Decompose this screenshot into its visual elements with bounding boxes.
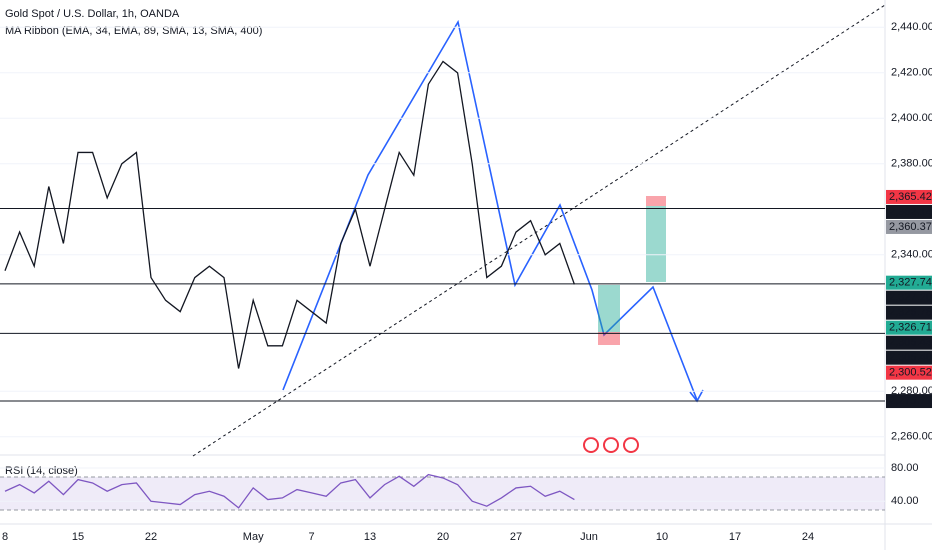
price-label: 2,360.375 <box>889 221 932 233</box>
x-tick-label: 27 <box>510 531 522 543</box>
y-tick-label: 2,260.000 <box>891 431 932 443</box>
price-label: 2,327.745 <box>889 277 932 289</box>
x-tick-label: 17 <box>729 531 741 543</box>
y-tick-label: 40.00 <box>891 495 919 507</box>
price-label: 2,305.409 <box>889 352 932 364</box>
x-tick-label: 13 <box>364 531 376 543</box>
x-tick-label: 7 <box>309 531 315 543</box>
event-icon[interactable] <box>623 437 639 453</box>
target-zone <box>646 206 666 282</box>
price-label: 2,275.717 <box>889 395 932 407</box>
event-icon[interactable] <box>583 437 599 453</box>
price-label: 2,300.522 <box>889 367 932 379</box>
x-tick-label: May <box>243 531 264 543</box>
price-label: 2,326.786 <box>889 307 932 319</box>
price-label-box <box>886 189 932 204</box>
price-label-box <box>886 219 932 234</box>
x-tick-label: 24 <box>802 531 814 543</box>
x-tick-label: 22 <box>145 531 157 543</box>
price-label: 2,362.143 <box>889 206 932 218</box>
y-tick-label: 2,380.000 <box>891 158 932 170</box>
price-label: 2,365.424 <box>889 191 932 203</box>
y-tick-label: 2,400.000 <box>891 112 932 124</box>
stop-zone <box>598 332 620 345</box>
x-tick-label: 15 <box>72 531 84 543</box>
price-label-box <box>886 290 932 305</box>
x-tick-label: 10 <box>656 531 668 543</box>
target-zone <box>598 285 620 332</box>
y-tick-label: 2,440.000 <box>891 21 932 33</box>
y-tick-label: 2,340.000 <box>891 249 932 261</box>
x-tick-label: Jun <box>580 531 598 543</box>
price-label-box <box>886 275 932 290</box>
price-line <box>4 60 576 369</box>
price-label: 2,326.713 <box>889 322 932 334</box>
price-label-box <box>886 305 932 320</box>
price-label-box <box>886 394 932 409</box>
price-label-box <box>886 365 932 380</box>
price-label: 2,327.200 <box>889 292 932 304</box>
rsi-band <box>0 477 885 510</box>
event-icons <box>583 437 639 453</box>
price-label-box <box>886 204 932 219</box>
rsi-label: RSI (14, close) <box>5 465 78 477</box>
price-label-box <box>886 320 932 335</box>
chart-title: Gold Spot / U.S. Dollar, 1h, OANDA <box>5 8 180 20</box>
price-label: 2,305.437 <box>889 337 932 349</box>
x-tick-label: 20 <box>437 531 449 543</box>
y-tick-label: 80.00 <box>891 462 919 474</box>
price-label-box <box>886 335 932 350</box>
price-line <box>4 473 575 509</box>
x-tick-label: 8 <box>2 531 8 543</box>
y-tick-label: 2,420.000 <box>891 67 932 79</box>
projection-path <box>282 19 698 401</box>
stop-zone <box>646 196 666 206</box>
price-label-box <box>886 350 932 365</box>
event-icon[interactable] <box>603 437 619 453</box>
indicator-label: MA Ribbon (EMA, 34, EMA, 89, SMA, 13, SM… <box>5 25 262 37</box>
